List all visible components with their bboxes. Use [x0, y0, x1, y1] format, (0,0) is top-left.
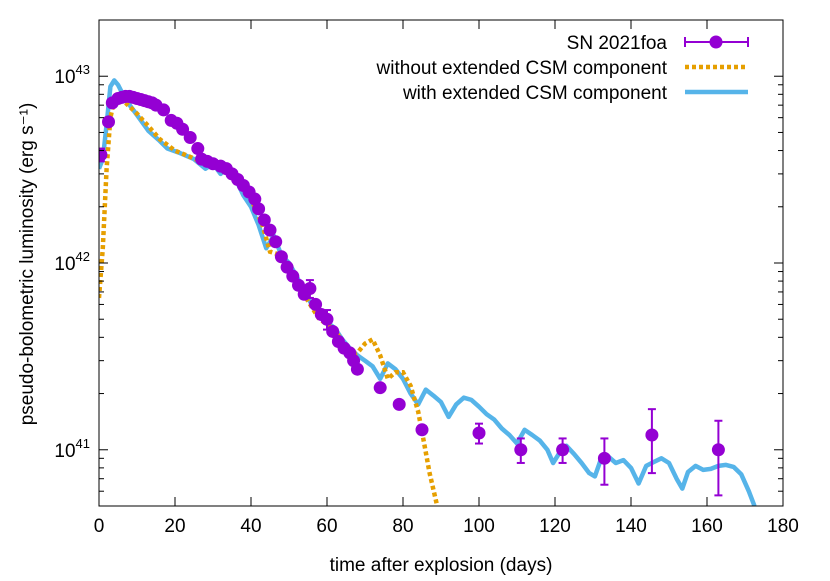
legend-sample-marker — [709, 35, 723, 49]
data-point — [514, 443, 528, 457]
data-point — [176, 122, 190, 136]
data-point — [303, 282, 317, 296]
x-tick-label: 20 — [164, 516, 185, 537]
data-point — [309, 297, 323, 311]
x-tick-label: 60 — [316, 516, 337, 537]
y-tick-label: 1042 — [54, 249, 90, 275]
data-point — [257, 213, 271, 227]
x-tick-label: 100 — [463, 516, 495, 537]
data-point — [157, 103, 171, 117]
data-point — [556, 443, 570, 457]
y-tick-label: 1041 — [54, 436, 90, 462]
x-tick-label: 160 — [691, 516, 723, 537]
x-tick-label: 140 — [615, 516, 647, 537]
plot-area — [99, 78, 757, 506]
x-tick-label: 180 — [767, 516, 799, 537]
x-axis-title: time after explosion (days) — [330, 555, 553, 576]
data-point — [373, 381, 387, 395]
x-tick-label: 120 — [539, 516, 571, 537]
data-point — [415, 423, 429, 437]
x-tick-label: 0 — [94, 516, 105, 537]
data-point — [711, 443, 725, 457]
data-point — [350, 362, 364, 376]
data-point — [248, 192, 262, 206]
data-point — [326, 324, 340, 338]
data-point — [472, 426, 486, 440]
data-point — [102, 115, 115, 129]
x-tick-label: 80 — [392, 516, 413, 537]
series-line-without-csm — [99, 97, 440, 506]
data-point — [645, 428, 659, 442]
data-point — [269, 235, 283, 249]
data-point — [263, 223, 277, 237]
data-point — [99, 148, 108, 162]
data-point — [597, 451, 611, 465]
legend: SN 2021foa without extended CSM component… — [376, 33, 749, 104]
data-point — [274, 250, 288, 264]
x-tick-label: 40 — [240, 516, 261, 537]
data-point — [191, 142, 205, 156]
legend-label: with extended CSM component — [402, 83, 668, 104]
axes: 0 20 40 60 80 100 120 140 160 180 1041 1042 1043 — [54, 19, 799, 537]
y-tick-label: 1043 — [54, 62, 90, 88]
legend-label: SN 2021foa — [567, 33, 668, 54]
data-point — [183, 130, 197, 144]
y-axis-title: pseudo-bolometric luminosity (erg s⁻¹) — [17, 103, 38, 426]
legend-label: without extended CSM component — [376, 58, 668, 79]
data-point — [252, 202, 266, 216]
data-point — [392, 397, 406, 411]
data-point — [320, 312, 334, 326]
